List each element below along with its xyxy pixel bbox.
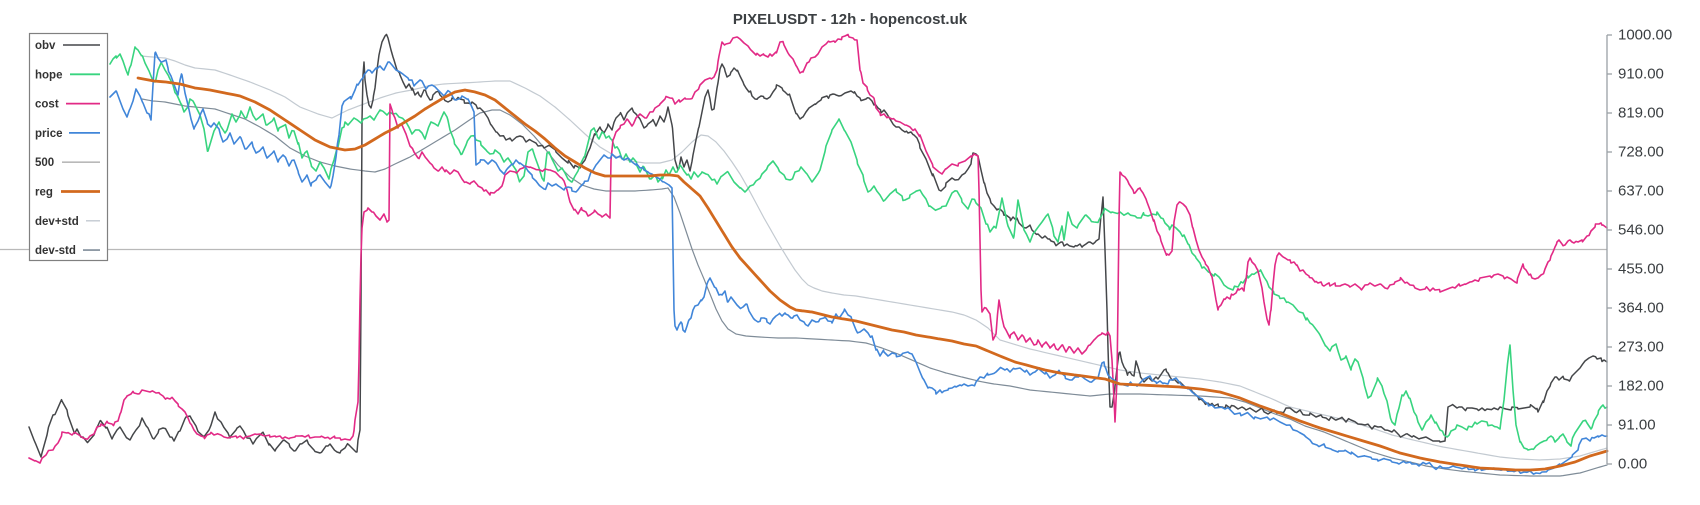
svg-text:0.00: 0.00 xyxy=(1618,456,1647,473)
svg-text:819.00: 819.00 xyxy=(1618,105,1664,122)
svg-text:364.00: 364.00 xyxy=(1618,300,1664,317)
svg-text:price: price xyxy=(35,128,63,140)
svg-text:cost: cost xyxy=(35,99,59,111)
svg-text:reg: reg xyxy=(35,187,53,199)
svg-text:PIXELUSDT - 12h - hopencost.uk: PIXELUSDT - 12h - hopencost.uk xyxy=(733,11,968,28)
svg-text:546.00: 546.00 xyxy=(1618,222,1664,239)
svg-text:182.00: 182.00 xyxy=(1618,378,1664,395)
svg-text:637.00: 637.00 xyxy=(1618,183,1664,200)
svg-text:dev-std: dev-std xyxy=(35,245,76,257)
svg-text:obv: obv xyxy=(35,40,56,52)
svg-text:500: 500 xyxy=(35,157,54,169)
svg-text:91.00: 91.00 xyxy=(1618,417,1656,434)
svg-text:273.00: 273.00 xyxy=(1618,339,1664,356)
svg-text:455.00: 455.00 xyxy=(1618,261,1664,278)
svg-text:dev+std: dev+std xyxy=(35,216,79,228)
svg-text:hope: hope xyxy=(35,69,62,81)
svg-text:728.00: 728.00 xyxy=(1618,144,1664,161)
svg-text:1000.00: 1000.00 xyxy=(1618,27,1672,44)
svg-text:910.00: 910.00 xyxy=(1618,66,1664,83)
